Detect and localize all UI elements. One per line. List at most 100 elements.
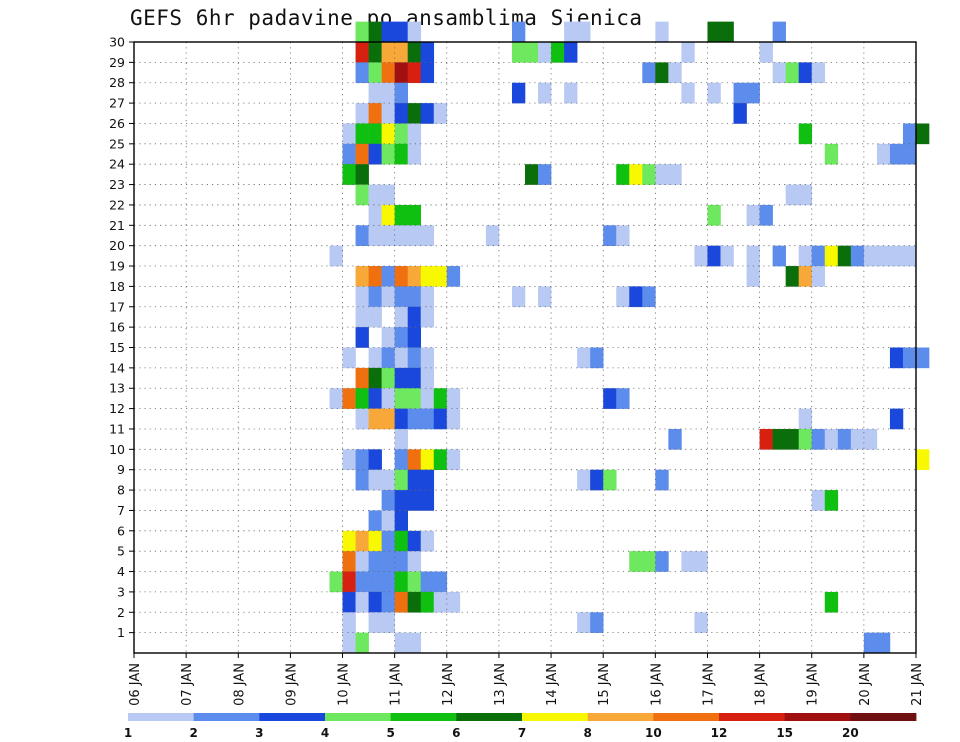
heatmap-cell <box>381 510 395 532</box>
y-tick-label: 1 <box>117 625 125 640</box>
heatmap-cell <box>538 286 552 308</box>
heatmap-cell <box>342 449 356 470</box>
heatmap-cell <box>603 225 617 246</box>
heatmap-cell <box>394 327 408 348</box>
heatmap-cell <box>381 204 395 226</box>
y-tick-label: 30 <box>109 35 125 50</box>
colorbar-label: 2 <box>189 726 197 740</box>
heatmap-cell <box>394 591 408 613</box>
heatmap-cell <box>655 21 669 43</box>
y-tick-label: 26 <box>109 116 125 131</box>
colorbar-segment <box>719 713 786 721</box>
heatmap-cell <box>577 21 591 43</box>
heatmap-cell <box>394 510 408 532</box>
y-tick-label: 5 <box>117 544 125 559</box>
heatmap-cell <box>381 286 395 308</box>
heatmap-cell <box>759 428 773 450</box>
y-tick-label: 23 <box>109 177 125 192</box>
heatmap-cell <box>342 612 356 633</box>
heatmap-cell <box>394 551 408 572</box>
heatmap-cell <box>902 123 917 145</box>
heatmap-cell <box>342 123 356 145</box>
heatmap-cell <box>694 245 708 267</box>
heatmap-cell <box>355 103 369 124</box>
heatmap-cell <box>368 591 382 613</box>
heatmap-cell <box>381 551 395 572</box>
heatmap-cell <box>355 367 369 389</box>
heatmap-cell <box>668 428 682 450</box>
heatmap-cell <box>655 551 669 572</box>
heatmap-cell <box>394 490 408 511</box>
heatmap-cell <box>446 408 461 430</box>
heatmap-cell <box>590 469 604 491</box>
colorbar-segment <box>128 713 195 721</box>
heatmap-cell <box>407 469 422 491</box>
heatmap-cell <box>355 286 369 308</box>
heatmap-cell <box>407 408 422 430</box>
heatmap-cell <box>342 551 356 572</box>
heatmap-cell <box>433 103 448 124</box>
heatmap-cell <box>420 347 435 369</box>
heatmap-cell <box>577 469 591 491</box>
heatmap-cell <box>368 388 382 409</box>
heatmap-cell <box>863 632 878 654</box>
heatmap-cell <box>707 82 721 104</box>
y-tick-label: 19 <box>109 259 125 274</box>
heatmap-cell <box>420 103 435 124</box>
heatmap-cell <box>420 530 435 552</box>
heatmap-cell <box>902 347 917 369</box>
heatmap-cell <box>668 62 682 84</box>
colorbar-label: 20 <box>842 726 859 740</box>
heatmap-cell <box>381 266 395 287</box>
heatmap-cell <box>368 612 382 633</box>
heatmap-cell <box>368 367 382 389</box>
y-tick-label: 14 <box>109 360 125 375</box>
heatmap-cell <box>394 21 408 43</box>
heatmap-cell <box>655 164 669 185</box>
heatmap-cell <box>642 286 656 308</box>
heatmap-cell <box>511 42 526 63</box>
heatmap-cell <box>746 204 760 226</box>
x-tick-label: 06 JAN <box>128 663 143 706</box>
heatmap-cell <box>668 164 682 185</box>
heatmap-cell <box>420 42 435 63</box>
grid-lines <box>134 42 916 653</box>
heatmap-cell <box>616 225 630 246</box>
heatmap-cell <box>394 103 408 124</box>
heatmap-cell <box>355 449 369 470</box>
heatmap-cell <box>446 449 461 470</box>
heatmap-cell <box>355 123 369 145</box>
colorbar-segment <box>259 713 326 721</box>
heatmap-cell <box>355 21 369 43</box>
heatmap-cell <box>355 266 369 287</box>
heatmap-cell <box>720 21 734 43</box>
heatmap-cell <box>394 571 408 593</box>
colorbar-label: 6 <box>452 726 460 740</box>
y-tick-label: 24 <box>109 157 125 172</box>
heatmap-cell <box>342 347 356 369</box>
heatmap-cell <box>381 225 395 246</box>
x-tick-label: 09 JAN <box>284 663 299 706</box>
colorbar-label: 4 <box>321 726 329 740</box>
heatmap-cell <box>850 428 865 450</box>
heatmap-cell <box>355 408 369 430</box>
colorbar-label: 10 <box>645 726 662 740</box>
y-tick-label: 11 <box>109 421 125 436</box>
y-tick-label: 7 <box>117 503 125 518</box>
heatmap-cell <box>433 408 448 430</box>
heatmap-cell <box>407 571 422 593</box>
heatmap-cell <box>368 571 382 593</box>
heatmap-cell <box>368 103 382 124</box>
x-tick-label: 20 JAN <box>858 663 873 706</box>
heatmap-cell <box>394 449 408 470</box>
heatmap-cell <box>655 62 669 84</box>
heatmap-cell <box>394 266 408 287</box>
heatmap-cell <box>381 143 395 165</box>
heatmap-cell <box>355 42 369 63</box>
heatmap-cell <box>342 388 356 409</box>
heatmap-cell <box>381 591 395 613</box>
heatmap-cell <box>407 42 422 63</box>
heatmap-cell <box>916 123 930 145</box>
heatmap-cell <box>407 306 422 328</box>
y-tick-label: 16 <box>109 320 125 335</box>
